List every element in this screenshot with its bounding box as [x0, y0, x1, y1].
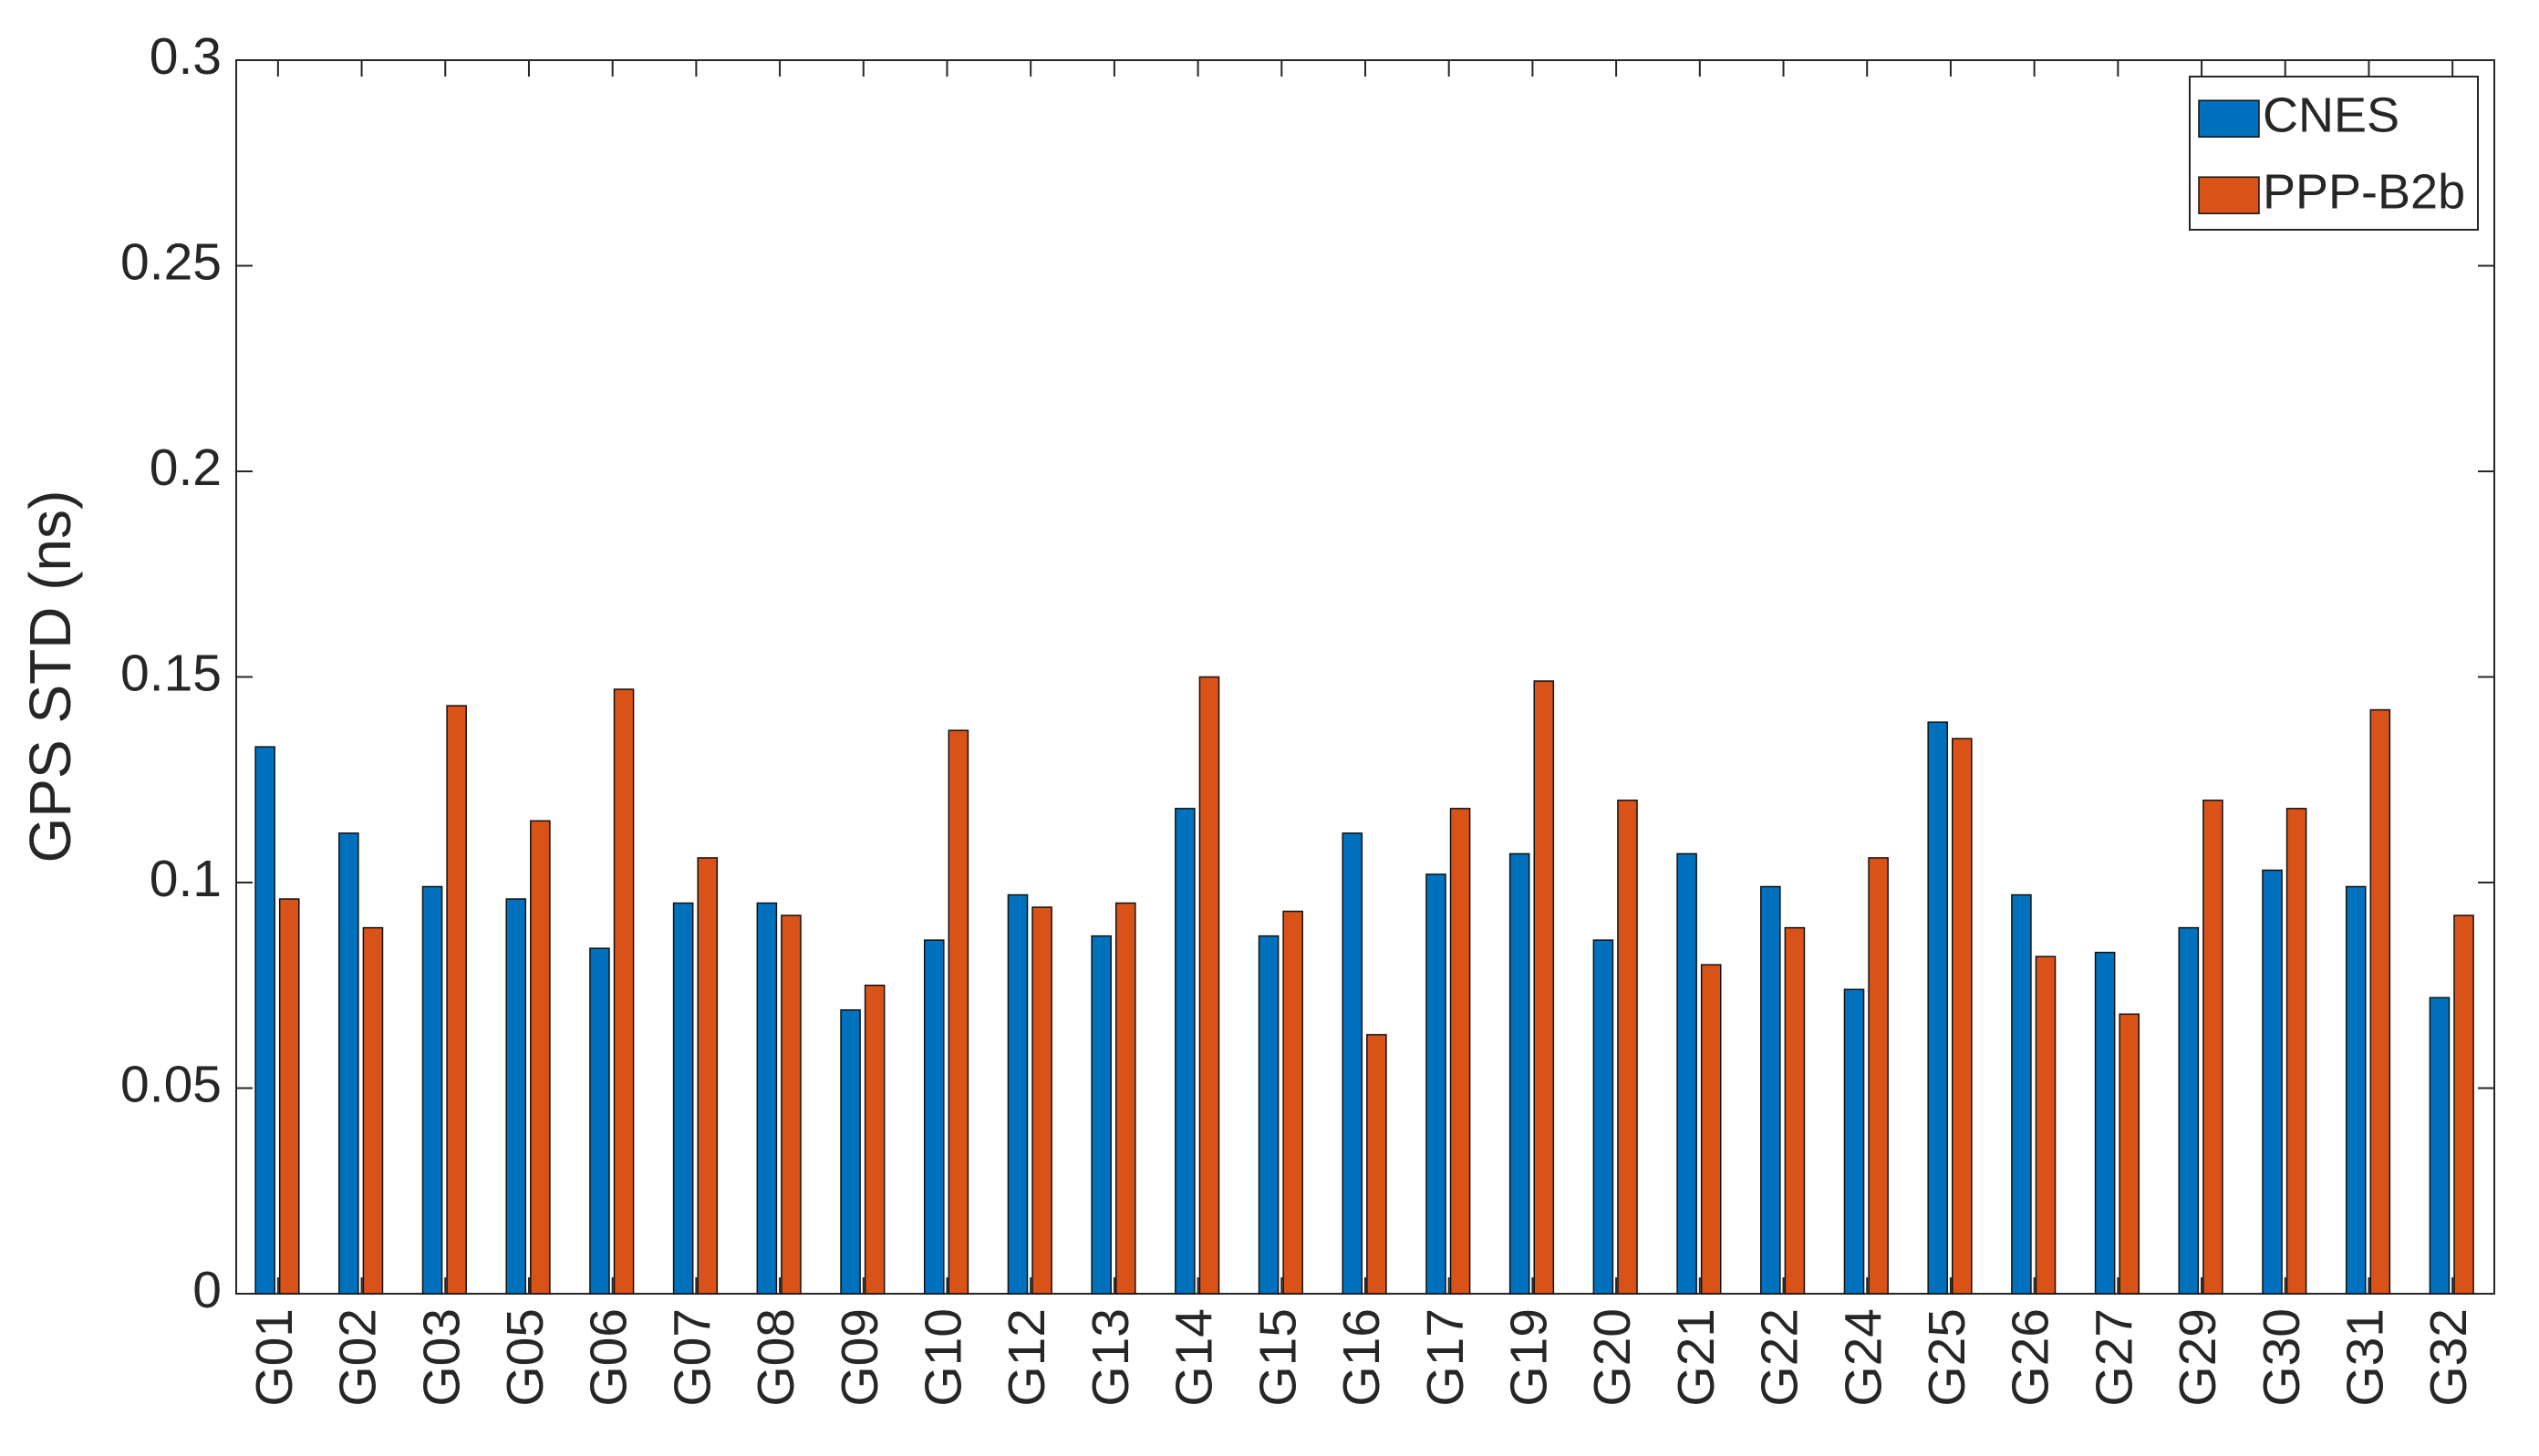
y-tick-label: 0.25	[120, 233, 222, 292]
x-tick-label: G27	[2085, 1308, 2143, 1407]
bar	[2429, 996, 2451, 1295]
y-tick-label: 0.05	[120, 1056, 222, 1114]
bar	[530, 820, 551, 1295]
y-axis-label: GPS STD (ns)	[17, 490, 83, 863]
bar	[1784, 926, 1806, 1295]
bar	[2202, 800, 2223, 1295]
bar	[2262, 869, 2283, 1295]
x-tick-label: G07	[663, 1308, 721, 1407]
bar	[2094, 951, 2116, 1295]
x-tick-label: G22	[1751, 1308, 1809, 1407]
bar	[1342, 832, 1363, 1295]
x-tick-label: G06	[580, 1308, 638, 1407]
bar	[2178, 926, 2200, 1295]
x-tick-label: G15	[1249, 1308, 1307, 1407]
bar	[254, 746, 275, 1295]
x-tick-label: G29	[2169, 1308, 2227, 1407]
legend-swatch	[2198, 176, 2260, 214]
bar	[505, 898, 527, 1295]
x-tick-label: G14	[1166, 1308, 1224, 1407]
x-tick-label: G21	[1667, 1308, 1725, 1407]
bar	[864, 985, 886, 1295]
bar	[1843, 988, 1865, 1295]
y-tick-label: 0	[192, 1261, 222, 1319]
bar	[338, 832, 359, 1295]
x-tick-label: G17	[1416, 1308, 1475, 1407]
x-tick-label: G25	[1918, 1308, 1976, 1407]
bar	[1508, 852, 1530, 1295]
bar	[613, 688, 635, 1295]
bar	[1952, 738, 1973, 1295]
x-tick-label: G09	[831, 1308, 889, 1407]
x-tick-label: G32	[2420, 1308, 2478, 1407]
bar	[1366, 1034, 1387, 1295]
bar	[2119, 1013, 2140, 1295]
bar	[781, 914, 802, 1295]
bar	[1198, 676, 1220, 1295]
bar	[1927, 721, 1949, 1295]
bar	[1449, 808, 1471, 1295]
x-tick-label: G24	[1834, 1308, 1892, 1407]
bar	[1175, 808, 1196, 1295]
x-tick-label: G02	[329, 1308, 388, 1407]
x-tick-label: G20	[1583, 1308, 1642, 1407]
bar	[1617, 800, 1638, 1295]
bar	[278, 898, 300, 1295]
bar	[1425, 873, 1446, 1295]
bar	[923, 939, 945, 1295]
bar	[672, 902, 694, 1295]
x-tick-label: G13	[1082, 1308, 1140, 1407]
bar	[2035, 955, 2057, 1295]
x-tick-label: G16	[1332, 1308, 1391, 1407]
bar	[1700, 964, 1722, 1295]
bar	[2453, 914, 2474, 1295]
bar	[362, 926, 384, 1295]
legend-label: PPP-B2b	[2263, 164, 2465, 219]
bar	[1091, 935, 1112, 1295]
x-tick-label: G26	[2002, 1308, 2060, 1407]
x-tick-label: G19	[1499, 1308, 1558, 1407]
bar	[589, 947, 610, 1295]
bar	[1868, 857, 1889, 1295]
bar	[421, 885, 443, 1295]
bar	[1533, 680, 1555, 1295]
y-tick-label: 0.2	[150, 439, 222, 497]
x-tick-label: G10	[915, 1308, 973, 1407]
x-tick-label: G05	[496, 1308, 554, 1407]
legend-swatch	[2198, 99, 2260, 138]
bar	[1031, 906, 1052, 1295]
bar	[2285, 808, 2307, 1295]
bar	[1007, 893, 1029, 1295]
x-tick-label: G30	[2253, 1308, 2311, 1407]
legend-label: CNES	[2263, 88, 2399, 142]
bar	[697, 857, 719, 1295]
bar	[446, 705, 467, 1295]
y-tick-label: 0.15	[120, 645, 222, 703]
x-tick-label: G08	[747, 1308, 805, 1407]
bar	[1760, 885, 1781, 1295]
y-tick-label: 0.1	[150, 850, 222, 908]
bar	[840, 1009, 861, 1295]
bar	[948, 729, 969, 1295]
bar	[1114, 902, 1136, 1295]
x-tick-label: G31	[2337, 1308, 2395, 1407]
bar	[2345, 885, 2367, 1295]
bar	[1676, 852, 1697, 1295]
plot-area	[235, 59, 2495, 1295]
bar	[1282, 910, 1303, 1295]
bar	[1258, 935, 1280, 1295]
bar	[2011, 893, 2032, 1295]
x-tick-label: G01	[245, 1308, 304, 1407]
x-tick-label: G12	[998, 1308, 1056, 1407]
bar	[756, 902, 778, 1295]
x-tick-label: G03	[412, 1308, 471, 1407]
bar	[2369, 708, 2391, 1295]
bar	[1592, 939, 1614, 1295]
y-tick-label: 0.3	[150, 27, 222, 86]
